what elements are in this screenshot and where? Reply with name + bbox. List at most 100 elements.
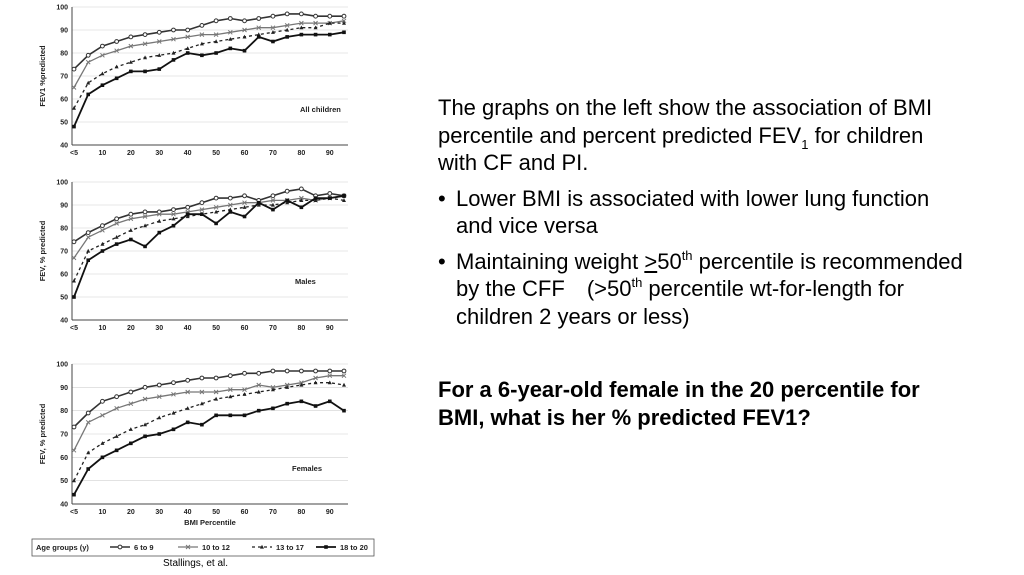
data-point bbox=[114, 235, 119, 239]
data-point bbox=[327, 191, 333, 196]
y-tick-label: 90 bbox=[60, 385, 68, 392]
bullet-2-sup-2: th bbox=[631, 275, 643, 290]
data-point bbox=[242, 387, 247, 393]
y-tick-label: 70 bbox=[60, 249, 68, 256]
data-point bbox=[156, 211, 162, 217]
legend-marker bbox=[185, 544, 191, 550]
intro-paragraph: The graphs on the left show the associat… bbox=[438, 94, 968, 177]
data-point bbox=[242, 34, 247, 39]
y-tick-label: 60 bbox=[60, 97, 68, 104]
series-line-2 bbox=[73, 195, 345, 259]
data-point bbox=[100, 455, 105, 460]
data-point bbox=[270, 384, 276, 390]
data-point bbox=[100, 241, 105, 246]
data-point bbox=[256, 16, 262, 21]
data-point bbox=[185, 377, 191, 383]
data-point bbox=[270, 368, 276, 374]
y-tick-label: 80 bbox=[60, 226, 68, 233]
data-point bbox=[114, 448, 119, 453]
y-tick-label: 60 bbox=[60, 455, 68, 462]
data-point bbox=[270, 25, 276, 31]
data-point bbox=[71, 255, 77, 261]
bullet-item-1: Lower BMI is associated with lower lung … bbox=[438, 185, 968, 240]
chart-2: 40 50 60 70 80 90 100 <5 10 20 30 40 50 60 70 80 90 FEV, … bbox=[38, 180, 348, 332]
data-point bbox=[242, 200, 247, 206]
data-point bbox=[143, 69, 147, 74]
series-line-1 bbox=[73, 188, 345, 243]
data-point bbox=[256, 25, 262, 31]
data-point bbox=[128, 401, 134, 407]
data-point bbox=[128, 43, 134, 49]
data-point bbox=[128, 216, 134, 222]
data-point bbox=[298, 368, 304, 374]
data-point bbox=[270, 198, 276, 203]
data-point bbox=[128, 60, 133, 64]
chart-title: Males bbox=[295, 277, 316, 286]
data-point bbox=[214, 209, 219, 214]
data-point bbox=[156, 29, 162, 35]
y-tick-label: 40 bbox=[60, 502, 68, 509]
data-point bbox=[299, 380, 304, 386]
legend-marker bbox=[324, 545, 328, 549]
data-point bbox=[341, 18, 347, 24]
data-point bbox=[270, 30, 275, 34]
data-point bbox=[242, 18, 247, 24]
data-point bbox=[114, 76, 119, 81]
data-point bbox=[114, 64, 119, 69]
data-point bbox=[185, 420, 190, 425]
data-point bbox=[213, 18, 219, 24]
data-point bbox=[85, 59, 91, 65]
data-point bbox=[313, 32, 318, 37]
series-line-4 bbox=[73, 400, 345, 496]
data-point bbox=[157, 53, 162, 57]
x-tick-label: 40 bbox=[184, 509, 192, 516]
x-tick-label: 60 bbox=[241, 150, 249, 157]
data-point bbox=[199, 389, 205, 395]
data-point bbox=[342, 382, 346, 387]
data-point bbox=[200, 422, 204, 427]
data-point bbox=[242, 205, 247, 209]
y-tick-label: 40 bbox=[60, 318, 68, 325]
x-tick-label: <5 bbox=[70, 325, 78, 332]
data-point bbox=[284, 188, 290, 194]
data-point bbox=[114, 242, 119, 246]
bullet-2-text-f: (>50 bbox=[586, 276, 632, 301]
bullet-2-text-c: 50 bbox=[657, 248, 682, 274]
data-point bbox=[185, 34, 191, 40]
data-point bbox=[242, 370, 247, 376]
data-point bbox=[157, 432, 162, 436]
data-point bbox=[171, 380, 176, 386]
x-tick-label: 60 bbox=[241, 325, 249, 332]
data-point bbox=[199, 200, 205, 206]
data-point bbox=[313, 196, 318, 200]
slide-text: The graphs on the left show the associat… bbox=[438, 94, 968, 453]
data-point bbox=[227, 387, 233, 393]
data-point bbox=[242, 392, 247, 396]
data-point bbox=[327, 196, 332, 200]
data-point bbox=[327, 380, 332, 385]
data-point bbox=[242, 214, 247, 219]
data-point bbox=[327, 368, 333, 374]
data-point bbox=[156, 382, 162, 388]
data-point bbox=[299, 25, 304, 30]
legend-label: 18 to 20 bbox=[340, 543, 368, 552]
bullet-2-text-e: percentile is recommended by the CFF bbox=[456, 248, 963, 302]
data-point bbox=[313, 198, 318, 202]
x-tick-label: 50 bbox=[212, 325, 220, 332]
data-point bbox=[298, 186, 304, 192]
data-point bbox=[214, 413, 218, 418]
data-point bbox=[71, 424, 77, 430]
x-tick-label: 50 bbox=[212, 150, 220, 157]
data-point bbox=[171, 36, 176, 42]
data-point bbox=[156, 394, 162, 400]
data-point bbox=[341, 368, 347, 374]
data-point bbox=[227, 16, 233, 21]
data-point bbox=[299, 195, 304, 201]
data-point bbox=[185, 46, 190, 50]
data-point bbox=[142, 41, 148, 47]
legend: Age groups (y) 6 to 9 10 to 12 13 to 17 18 t… bbox=[31, 538, 375, 557]
data-point bbox=[129, 441, 133, 446]
data-point bbox=[213, 375, 219, 381]
y-tick-label: 90 bbox=[60, 28, 68, 35]
data-point bbox=[185, 389, 191, 395]
